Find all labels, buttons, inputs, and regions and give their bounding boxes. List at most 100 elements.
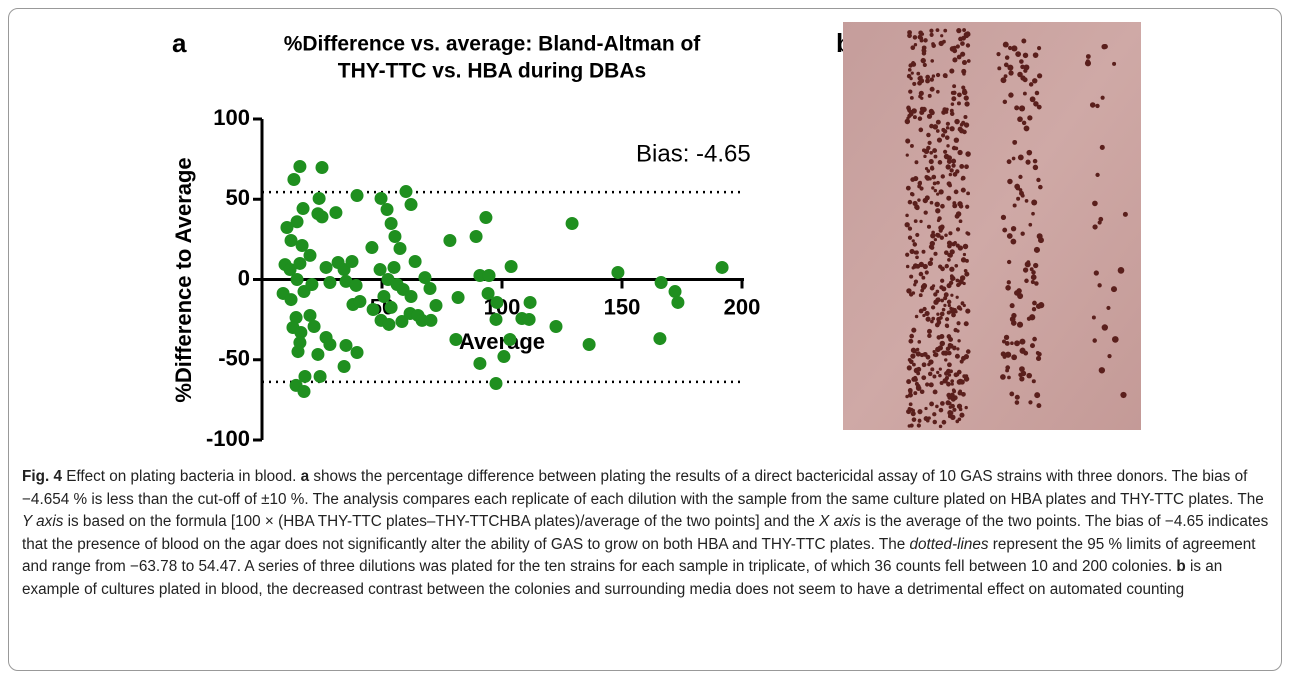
colony xyxy=(913,279,919,284)
colony xyxy=(1031,211,1035,216)
colony xyxy=(915,264,921,269)
colony xyxy=(1032,158,1038,164)
colony xyxy=(946,195,952,201)
colony xyxy=(1097,283,1102,288)
colony xyxy=(1017,71,1023,78)
colony xyxy=(1091,315,1096,320)
colony xyxy=(957,339,961,343)
colony xyxy=(960,187,966,193)
colony xyxy=(910,347,917,353)
colony xyxy=(935,232,940,237)
colony xyxy=(946,310,951,315)
colony xyxy=(931,316,936,321)
point xyxy=(479,211,493,225)
colony xyxy=(1112,61,1117,66)
colony xyxy=(1006,280,1011,285)
colony xyxy=(963,122,970,128)
colony xyxy=(1023,125,1030,132)
colony xyxy=(923,148,930,155)
colony xyxy=(1032,300,1037,306)
colony xyxy=(934,201,940,208)
colony xyxy=(1014,394,1020,400)
colony xyxy=(917,198,921,202)
colony xyxy=(922,62,927,68)
colony xyxy=(1034,281,1039,286)
colony xyxy=(956,282,961,288)
colony xyxy=(936,192,940,196)
colony xyxy=(917,184,922,189)
colony xyxy=(1014,400,1020,405)
colony xyxy=(949,46,956,52)
colony xyxy=(996,52,1001,57)
colony xyxy=(954,263,959,268)
point xyxy=(287,173,301,187)
colony xyxy=(949,266,955,272)
colony xyxy=(914,160,919,165)
colony xyxy=(966,191,971,196)
colony xyxy=(963,95,969,101)
point xyxy=(349,278,363,292)
point xyxy=(393,242,407,256)
colony xyxy=(963,321,969,327)
colony xyxy=(1034,392,1041,399)
colony xyxy=(952,201,957,206)
colony xyxy=(1014,105,1020,111)
colony xyxy=(1038,184,1043,190)
x-tick-label: 200 xyxy=(724,294,761,319)
figure-caption: Fig. 4 Effect on plating bacteria in blo… xyxy=(22,466,1277,601)
colony xyxy=(932,419,938,425)
point xyxy=(365,241,379,255)
bias-annotation: Bias: -4.65 xyxy=(636,140,751,167)
colony xyxy=(956,379,963,385)
colony xyxy=(1033,246,1041,253)
colony xyxy=(943,153,950,160)
point xyxy=(284,293,298,307)
colony xyxy=(965,31,971,37)
colony xyxy=(926,224,932,229)
colony xyxy=(947,362,952,368)
colony xyxy=(938,373,942,378)
colony xyxy=(1003,334,1010,341)
colony xyxy=(927,93,932,98)
colony xyxy=(947,252,953,258)
colony xyxy=(913,219,918,224)
colony xyxy=(1022,52,1029,59)
point xyxy=(503,333,517,347)
colony xyxy=(911,108,917,114)
colony xyxy=(960,301,965,305)
point xyxy=(350,346,364,360)
colony xyxy=(965,308,971,314)
colony xyxy=(1095,103,1100,109)
colony xyxy=(905,213,909,218)
colony xyxy=(936,370,940,375)
colony xyxy=(926,113,933,119)
colony xyxy=(942,73,948,79)
colony xyxy=(1011,354,1018,361)
point xyxy=(298,369,312,383)
colony xyxy=(921,106,927,113)
point xyxy=(489,312,503,326)
colony xyxy=(914,250,919,255)
colony xyxy=(915,347,920,352)
colony xyxy=(907,226,913,231)
colony xyxy=(1012,139,1018,145)
colony xyxy=(909,143,914,148)
colony xyxy=(924,175,929,180)
colony xyxy=(1002,41,1009,48)
colony xyxy=(1005,285,1011,291)
caption-text: is the average of the two points. The bi… xyxy=(22,513,1269,553)
caption-ref: b xyxy=(1176,558,1186,575)
colony xyxy=(952,276,956,281)
colony xyxy=(939,381,944,386)
colony xyxy=(930,305,936,310)
colony xyxy=(929,123,934,129)
point xyxy=(384,216,398,230)
colony xyxy=(918,90,924,96)
colony xyxy=(961,85,966,90)
colony xyxy=(1018,174,1023,179)
point xyxy=(490,295,504,309)
colony xyxy=(945,126,950,130)
colony xyxy=(959,359,964,364)
colony xyxy=(1004,351,1012,358)
